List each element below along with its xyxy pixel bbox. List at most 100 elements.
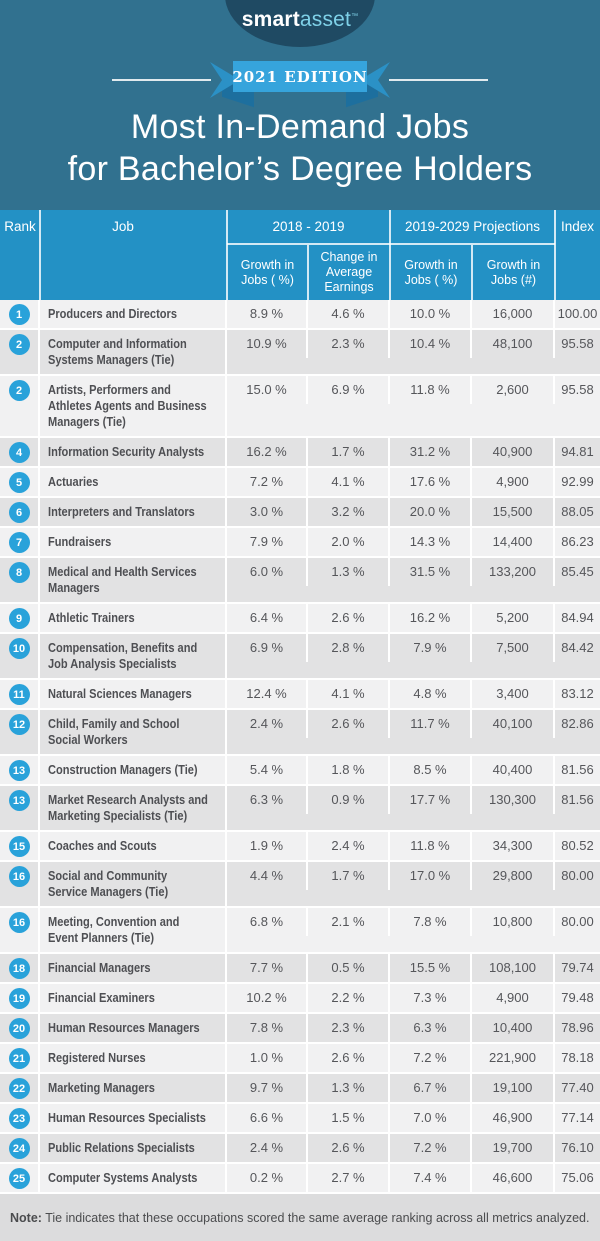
growth-2018-pct-cell: 16.2 % bbox=[227, 438, 308, 466]
header-growth-jobs-num-proj-label: Growth in Jobs (#) bbox=[486, 257, 541, 287]
rank-badge: 1 bbox=[8, 304, 30, 325]
growth-proj-pct-cell: 31.2 % bbox=[390, 438, 472, 466]
growth-2018-pct-cell: 7.8 % bbox=[227, 1014, 308, 1042]
job-name: Marketing Managers bbox=[48, 1080, 155, 1095]
job-name: Financial Examiners bbox=[48, 990, 155, 1005]
earnings-change-cell: 1.8 % bbox=[308, 756, 390, 784]
header-job-label: Job bbox=[112, 219, 134, 234]
table-row: 5 Actuaries 7.2 % 4.1 % 17.6 % 4,900 92.99 bbox=[0, 468, 600, 498]
header-group-2018-label: 2018 - 2019 bbox=[272, 219, 345, 234]
growth-proj-num-cell: 40,900 bbox=[472, 438, 555, 466]
growth-2018-pct-cell: 1.0 % bbox=[227, 1044, 308, 1072]
index-cell: 95.58 bbox=[561, 336, 594, 351]
job-name: Human Resources Managers bbox=[48, 1020, 200, 1035]
table-row: 13 Market Research Analysts and Marketing… bbox=[0, 786, 600, 832]
rank-badge: 6 bbox=[8, 502, 30, 523]
growth-proj-pct-cell: 6.3 % bbox=[390, 1014, 472, 1042]
index-cell: 77.40 bbox=[561, 1080, 594, 1095]
rank-badge: 24 bbox=[8, 1138, 30, 1159]
header-band-divider bbox=[227, 243, 555, 245]
job-cell: Interpreters and Translators bbox=[40, 498, 227, 526]
footer: Note: Tie indicates that these occupatio… bbox=[0, 1194, 600, 1241]
job-name: Social and Community Service Managers (T… bbox=[48, 868, 169, 899]
smartasset-logo: smartasset™ bbox=[0, 8, 600, 32]
growth-2018-pct-cell: 6.9 % bbox=[227, 634, 308, 662]
growth-2018-pct-cell: 0.2 % bbox=[227, 1164, 308, 1192]
table-row: 8 Medical and Health Services Managers 6.0… bbox=[0, 558, 600, 604]
rank-cell: 10 bbox=[0, 634, 40, 678]
job-cell: Financial Examiners bbox=[40, 984, 227, 1012]
job-cell: Human Resources Managers bbox=[40, 1014, 227, 1042]
table-row: 2 Computer and Information Systems Manage… bbox=[0, 330, 600, 376]
job-name: Computer Systems Analysts bbox=[48, 1170, 198, 1185]
table-row: 22 Marketing Managers 9.7 % 1.3 % 6.7 % 19,10… bbox=[0, 1074, 600, 1104]
page-title-line2: for Bachelor’s Degree Holders bbox=[67, 150, 533, 188]
growth-2018-pct-cell: 6.4 % bbox=[227, 604, 308, 632]
rank-cell: 8 bbox=[0, 558, 40, 602]
rank-badge: 12 bbox=[8, 714, 30, 735]
table-header: Rank Job 2018 - 2019 2019-2029 Projectio… bbox=[0, 210, 600, 300]
job-name: Producers and Directors bbox=[48, 306, 177, 321]
rank-badge: 22 bbox=[8, 1078, 30, 1099]
rank-cell: 23 bbox=[0, 1104, 40, 1132]
job-name: Registered Nurses bbox=[48, 1050, 146, 1065]
rank-cell: 18 bbox=[0, 954, 40, 982]
growth-2018-pct-cell: 1.9 % bbox=[227, 832, 308, 860]
job-cell: Actuaries bbox=[40, 468, 227, 496]
index-cell: 92.99 bbox=[561, 474, 594, 489]
growth-2018-pct-cell: 10.2 % bbox=[227, 984, 308, 1012]
growth-proj-pct-cell: 20.0 % bbox=[390, 498, 472, 526]
footer-note: Note: Tie indicates that these occupatio… bbox=[10, 1210, 590, 1226]
table-row: 24 Public Relations Specialists 2.4 % 2.6 %… bbox=[0, 1134, 600, 1164]
job-cell: Public Relations Specialists bbox=[40, 1134, 227, 1162]
growth-proj-num-cell: 14,400 bbox=[472, 528, 555, 556]
growth-2018-pct-cell: 7.9 % bbox=[227, 528, 308, 556]
earnings-change-cell: 2.0 % bbox=[308, 528, 390, 556]
rank-badge: 13 bbox=[8, 760, 30, 781]
rank-cell: 13 bbox=[0, 786, 40, 830]
rank-cell: 16 bbox=[0, 862, 40, 906]
growth-2018-pct-cell: 6.0 % bbox=[227, 558, 308, 586]
rank-badge: 18 bbox=[8, 958, 30, 979]
index-cell: 78.96 bbox=[561, 1020, 594, 1035]
index-cell: 86.23 bbox=[561, 534, 594, 549]
growth-proj-pct-cell: 11.8 % bbox=[390, 832, 472, 860]
growth-proj-num-cell: 19,100 bbox=[472, 1074, 555, 1102]
growth-proj-pct-cell: 17.0 % bbox=[390, 862, 472, 890]
earnings-change-cell: 1.5 % bbox=[308, 1104, 390, 1132]
growth-proj-num-cell: 34,300 bbox=[472, 832, 555, 860]
rank-badge: 21 bbox=[8, 1048, 30, 1069]
rank-cell: 1 bbox=[0, 300, 40, 328]
growth-proj-pct-cell: 4.8 % bbox=[390, 680, 472, 708]
growth-proj-pct-cell: 7.4 % bbox=[390, 1164, 472, 1192]
job-cell: Athletic Trainers bbox=[40, 604, 227, 632]
earnings-change-cell: 2.4 % bbox=[308, 832, 390, 860]
index-cell: 77.14 bbox=[561, 1110, 594, 1125]
growth-proj-num-cell: 16,000 bbox=[472, 300, 555, 328]
table-body: 1 Producers and Directors 8.9 % 4.6 % 10.0 %… bbox=[0, 300, 600, 1194]
job-cell: Compensation, Benefits and Job Analysis … bbox=[40, 634, 227, 678]
table-row: 20 Human Resources Managers 7.8 % 2.3 % 6.3 … bbox=[0, 1014, 600, 1044]
trademark-symbol: ™ bbox=[351, 13, 359, 20]
job-name: Coaches and Scouts bbox=[48, 838, 157, 853]
rank-badge: 11 bbox=[8, 684, 30, 705]
job-cell: Human Resources Specialists bbox=[40, 1104, 227, 1132]
rank-cell: 4 bbox=[0, 438, 40, 466]
job-name: Compensation, Benefits and Job Analysis … bbox=[48, 640, 198, 671]
index-cell: 80.00 bbox=[561, 914, 594, 929]
table-row: 15 Coaches and Scouts 1.9 % 2.4 % 11.8 % 34,3… bbox=[0, 832, 600, 862]
rank-cell: 21 bbox=[0, 1044, 40, 1072]
logo-smart-text: smart bbox=[241, 8, 300, 31]
rank-badge: 20 bbox=[8, 1018, 30, 1039]
job-cell: Market Research Analysts and Marketing S… bbox=[40, 786, 227, 830]
rank-cell: 16 bbox=[0, 908, 40, 952]
rank-cell: 13 bbox=[0, 756, 40, 784]
note-text: Tie indicates that these occupations sco… bbox=[45, 1211, 590, 1225]
index-cell: 83.12 bbox=[561, 686, 594, 701]
growth-proj-pct-cell: 17.6 % bbox=[390, 468, 472, 496]
growth-proj-num-cell: 221,900 bbox=[472, 1044, 555, 1072]
earnings-change-cell: 1.3 % bbox=[308, 558, 390, 586]
job-cell: Child, Family and School Social Workers bbox=[40, 710, 227, 754]
earnings-change-cell: 2.7 % bbox=[308, 1164, 390, 1192]
